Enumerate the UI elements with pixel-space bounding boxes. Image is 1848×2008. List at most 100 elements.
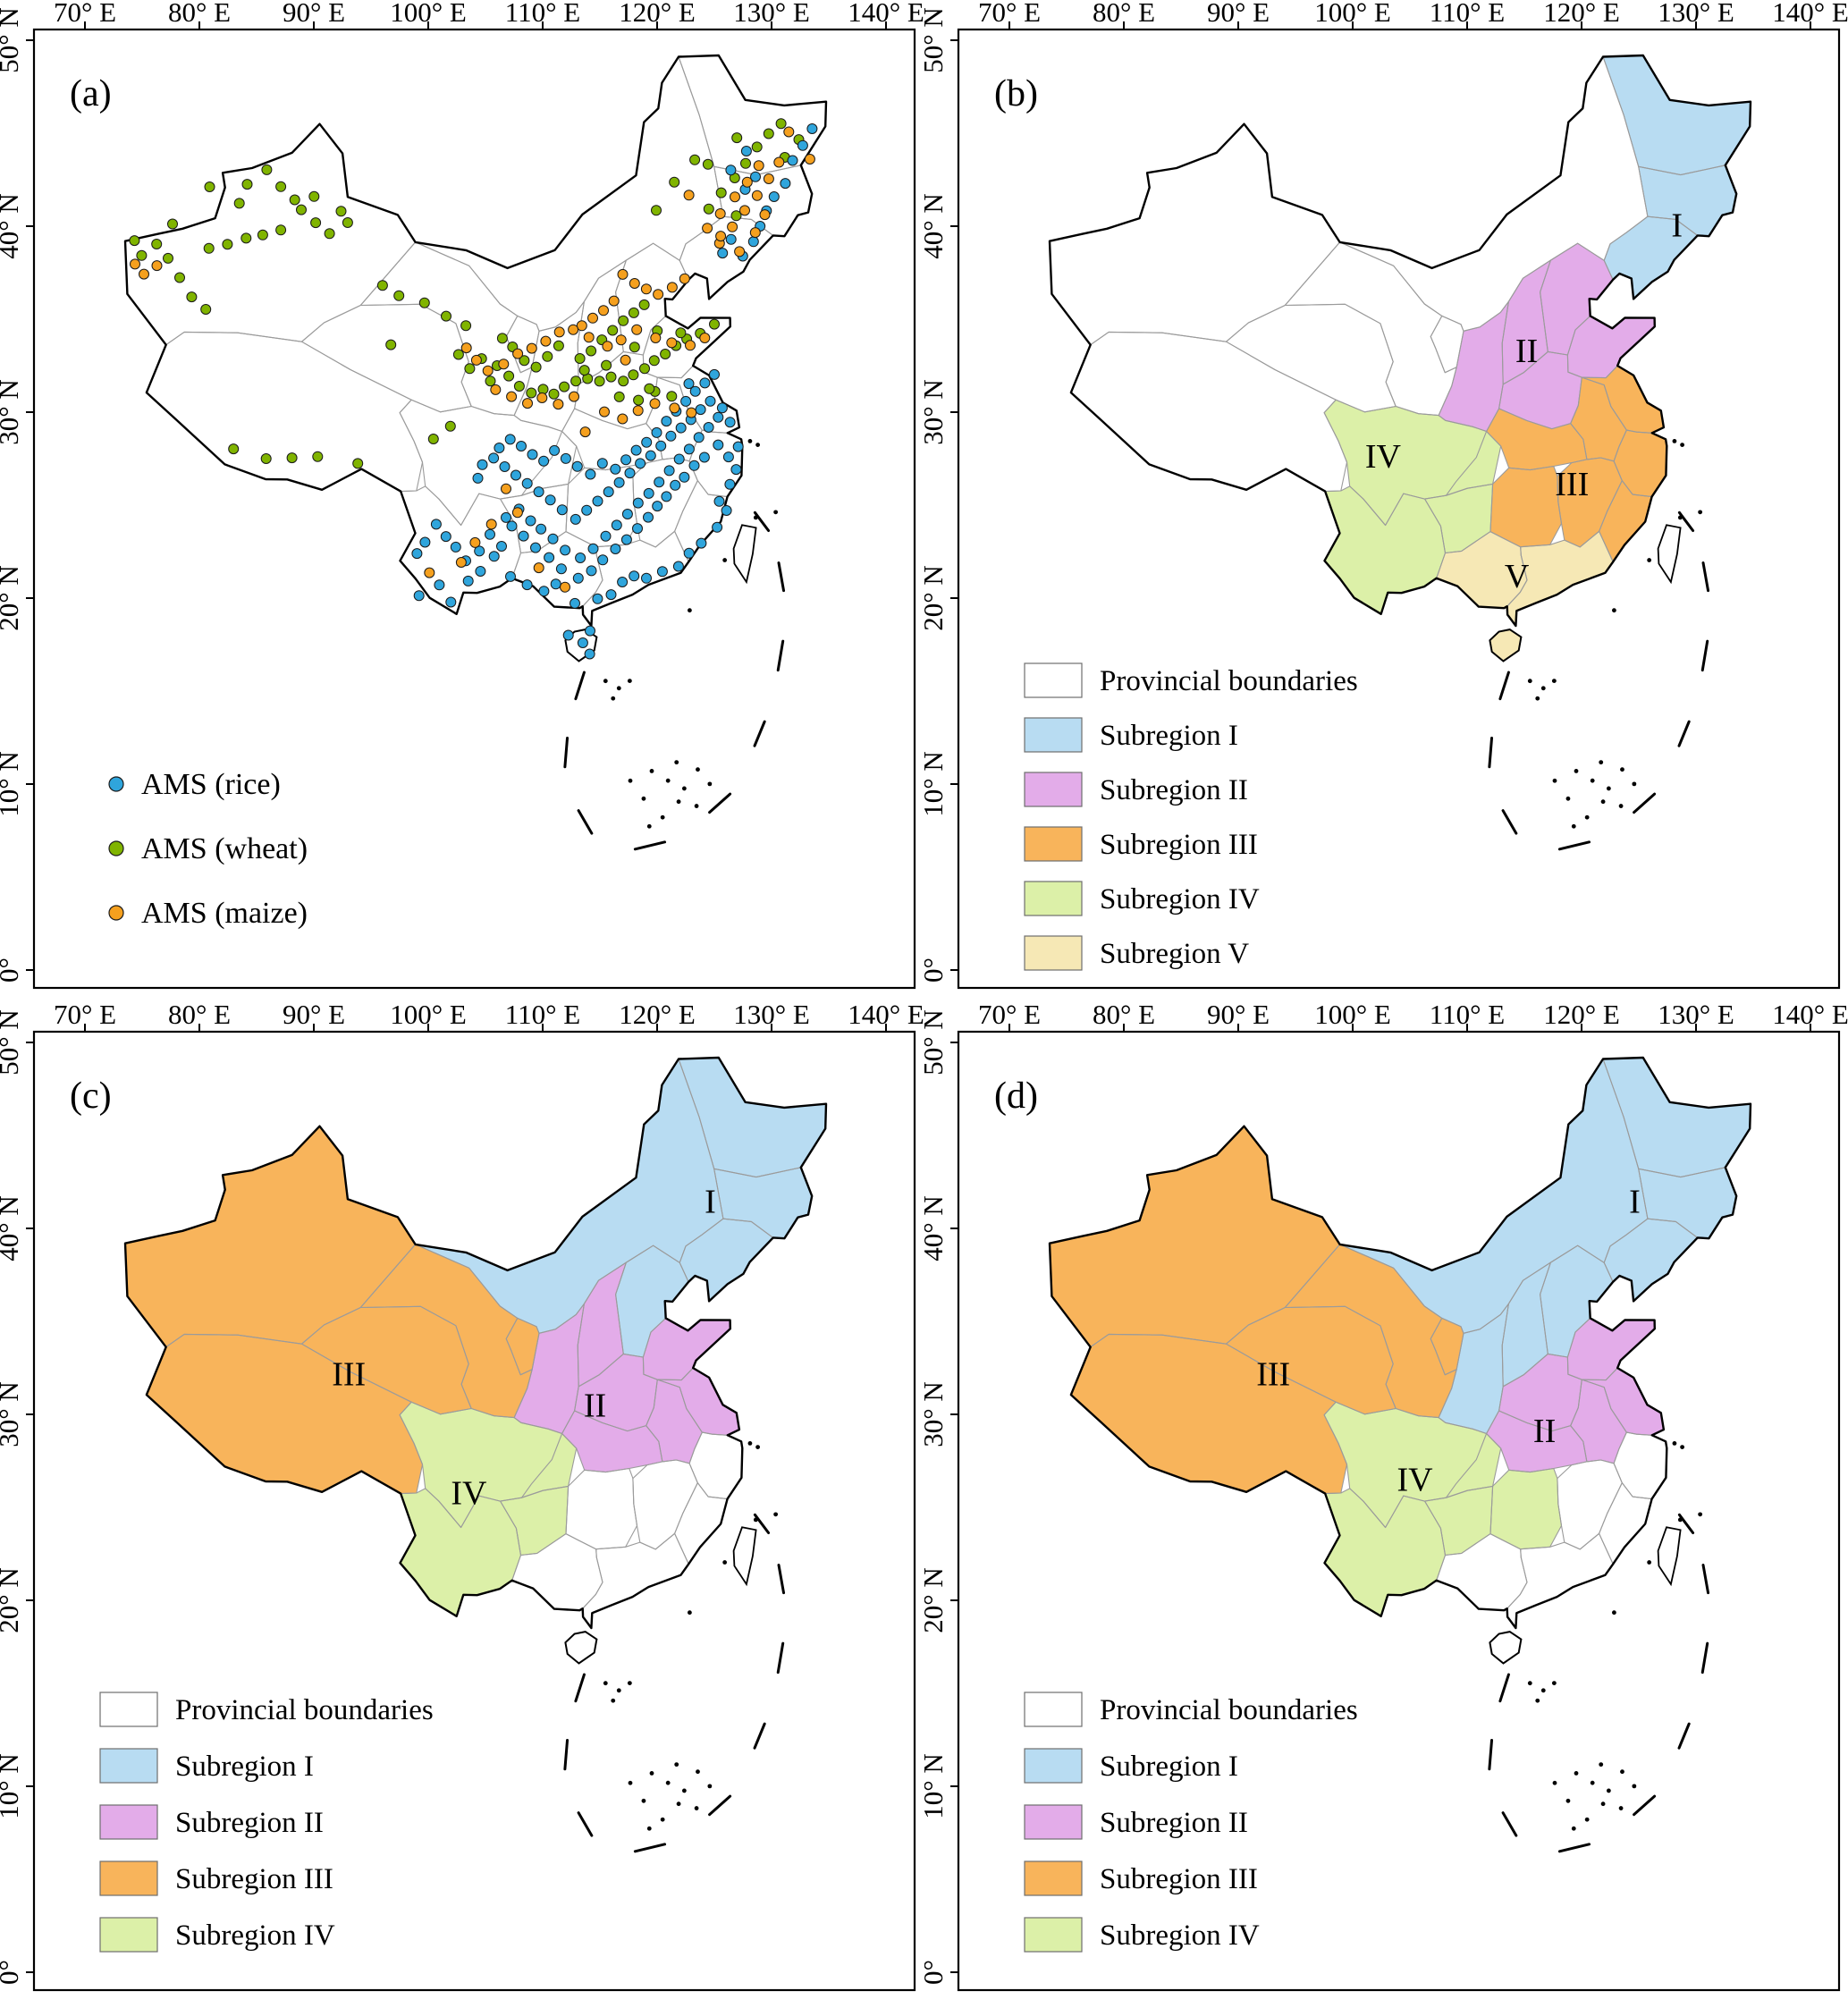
subregion-II-fill-henan <box>1498 1354 1582 1431</box>
legend-dot-wheat <box>108 840 124 856</box>
ams-site-maize <box>686 407 697 418</box>
legend-label: AMS (wheat) <box>141 832 308 865</box>
subregion-III-fill-zhejiang <box>1614 430 1667 497</box>
ams-site-rice <box>617 577 629 587</box>
subregion-I-fill-jilin <box>1638 165 1737 237</box>
lon-tick-label: 90° E <box>1207 0 1270 28</box>
small-island-dot <box>688 608 692 613</box>
small-island-dot <box>627 679 632 683</box>
ams-site-maize <box>540 335 552 347</box>
lon-tick-label: 100° E <box>1314 0 1391 28</box>
ams-site-rice <box>596 458 608 469</box>
ams-site-rice <box>713 439 724 451</box>
small-island-dot <box>660 814 665 820</box>
ams-site-maize <box>139 268 149 280</box>
ams-site-wheat <box>669 176 680 188</box>
sea-boundary-dash <box>1501 1811 1518 1837</box>
ams-site-rice <box>544 552 555 563</box>
ams-site-maize <box>773 156 785 168</box>
ams-site-wheat <box>628 369 639 381</box>
lon-tick-label: 80° E <box>1093 1002 1155 1030</box>
sea-boundary-dash <box>1557 840 1591 851</box>
ams-site-wheat <box>586 345 597 357</box>
ams-site-rice <box>488 551 500 562</box>
ams-site-rice <box>643 511 654 523</box>
small-island-dot <box>1565 796 1571 801</box>
ams-site-wheat <box>385 339 397 350</box>
lat-tick-label: 20° N <box>0 565 24 631</box>
subregion-II-fill-jiangsu <box>1582 1368 1664 1436</box>
ams-site-rice <box>413 590 425 602</box>
ams-site-wheat <box>275 181 287 192</box>
small-island-dot <box>1672 1441 1677 1446</box>
ams-site-maize <box>599 406 610 418</box>
legend-swatch-subregion_I <box>1024 1748 1083 1784</box>
ams-site-rice <box>724 478 736 490</box>
lat-tick-label: 0° <box>924 1960 949 1985</box>
subregion-III-fill-xinjiang <box>125 1126 416 1347</box>
ams-site-wheat <box>607 325 619 336</box>
legend-label: Subregion III <box>175 1863 333 1895</box>
ams-site-rice <box>450 541 461 553</box>
ams-site-rice <box>630 444 642 456</box>
sea-boundary-dash <box>1633 1794 1657 1817</box>
ams-site-wheat <box>553 340 564 351</box>
ams-site-rice <box>544 494 556 506</box>
small-island-dot <box>649 1771 654 1776</box>
subregion-IV-fill-hunan <box>1490 1468 1562 1549</box>
province-boundary-hunan <box>565 465 638 548</box>
ams-site-maize <box>151 260 163 272</box>
small-island-dot <box>1632 1784 1637 1789</box>
legend-swatch-subregion_I <box>99 1748 158 1784</box>
ams-site-rice <box>768 191 780 202</box>
small-island-dot <box>1677 1517 1683 1523</box>
taiwan-island <box>1657 524 1682 585</box>
ams-site-wheat <box>526 387 537 399</box>
map-canvas-a: 70° E 80° E 90° E 100° E 110° E 120° E 130° E 1… <box>0 0 924 990</box>
subregion-IV-fill-yunnan <box>1324 1488 1446 1616</box>
small-island-dot <box>747 1441 753 1446</box>
ams-site-wheat <box>393 290 405 301</box>
ams-site-rice <box>440 531 451 543</box>
ams-site-wheat <box>751 141 763 153</box>
small-island-dot <box>1618 804 1624 808</box>
ams-site-maize <box>526 342 537 354</box>
ams-site-maize <box>469 536 481 548</box>
lat-tick-label: 30° N <box>924 379 949 445</box>
ams-site-rice <box>610 544 621 554</box>
small-island-dot <box>676 799 681 805</box>
ams-site-maize <box>568 324 579 335</box>
sea-boundary-dash <box>1677 510 1695 533</box>
small-island-dot <box>1620 1769 1624 1775</box>
subregion-I-fill-heilongjiang <box>1603 1058 1751 1177</box>
small-island-dot <box>755 443 760 447</box>
lon-tick-label: 70° E <box>978 1002 1041 1030</box>
ams-site-wheat <box>709 318 720 330</box>
ams-site-rice <box>555 563 567 575</box>
lon-tick-label: 90° E <box>1207 1002 1270 1030</box>
china-outline <box>1048 1056 1752 1630</box>
small-island-dot <box>696 1769 700 1775</box>
ams-site-rice <box>592 593 603 604</box>
map-frame <box>32 28 916 990</box>
sea-boundary-dash <box>1498 671 1510 701</box>
sea-boundary-dash <box>753 510 771 533</box>
lon-tick-label: 120° E <box>1543 1002 1620 1030</box>
ams-site-rice <box>713 495 725 507</box>
ams-site-rice <box>556 504 568 516</box>
sea-boundary-dash <box>577 1811 594 1837</box>
ams-site-rice <box>525 515 536 527</box>
sea-boundary-dash <box>563 737 570 769</box>
legend-label: Subregion II <box>1100 774 1248 806</box>
ams-site-wheat <box>613 391 625 402</box>
ams-site-wheat <box>335 206 347 217</box>
sea-boundary-dash <box>1557 1843 1591 1853</box>
subregion-III-fill-ningxia <box>506 1318 539 1375</box>
ams-site-wheat <box>513 381 525 392</box>
small-island-dot <box>1680 443 1684 447</box>
ams-site-wheat <box>174 272 185 283</box>
subregion-label-II: II <box>1533 1413 1556 1450</box>
lon-tick-label: 130° E <box>733 1002 810 1030</box>
ams-site-wheat <box>261 164 273 175</box>
ams-site-rice <box>597 554 609 566</box>
